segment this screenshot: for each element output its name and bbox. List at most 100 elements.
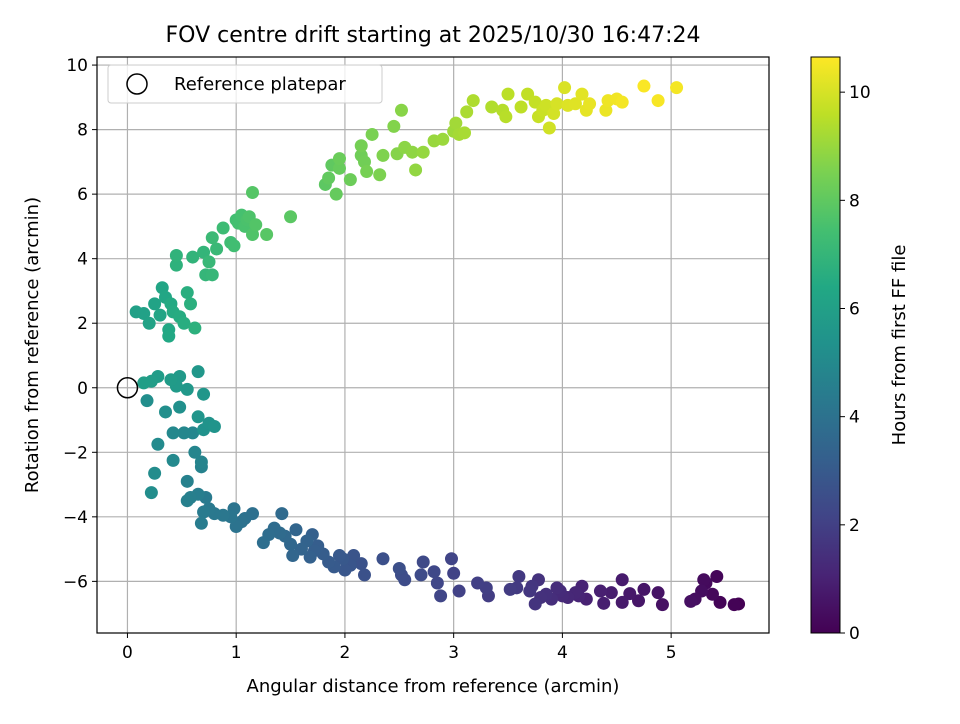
data-point xyxy=(637,582,651,596)
data-point xyxy=(365,127,379,141)
data-point xyxy=(637,79,651,93)
data-point xyxy=(343,173,357,187)
data-point xyxy=(705,587,719,601)
data-point xyxy=(177,316,191,330)
data-point xyxy=(599,103,613,117)
data-point xyxy=(466,94,480,108)
data-point xyxy=(216,221,230,235)
data-point xyxy=(148,466,162,480)
data-point xyxy=(142,316,156,330)
data-point xyxy=(303,550,317,564)
data-point xyxy=(169,248,183,262)
data-point xyxy=(180,286,194,300)
data-point xyxy=(202,255,216,269)
data-point xyxy=(604,586,618,600)
y-tick-label: 6 xyxy=(77,185,88,205)
data-point xyxy=(655,598,669,612)
data-point xyxy=(376,552,390,566)
data-point xyxy=(405,145,419,159)
data-point xyxy=(151,437,165,451)
colorbar-tick-label: 10 xyxy=(849,83,871,103)
data-point xyxy=(651,586,665,600)
data-point xyxy=(194,516,208,530)
data-point xyxy=(436,132,450,146)
data-point xyxy=(177,426,191,440)
y-tick-label: 10 xyxy=(66,56,88,76)
data-point xyxy=(354,139,368,153)
reference-platepar-marker xyxy=(116,377,139,399)
data-point xyxy=(632,594,646,608)
data-point xyxy=(485,100,499,114)
data-point xyxy=(710,570,724,584)
data-point xyxy=(329,187,343,201)
legend-label: Reference platepar xyxy=(174,74,346,95)
data-point xyxy=(159,405,173,419)
data-point xyxy=(137,307,151,321)
data-point xyxy=(332,152,346,166)
data-point xyxy=(191,410,205,424)
data-point xyxy=(245,186,259,200)
data-point xyxy=(275,507,289,521)
y-axis-ticks: −6 −4 −2 0 2 4 6 8 10 xyxy=(63,56,97,592)
data-point xyxy=(460,105,474,119)
data-point xyxy=(499,110,513,124)
data-point xyxy=(444,552,458,566)
data-point xyxy=(148,297,162,311)
colorbar-tick-label: 6 xyxy=(849,299,860,319)
data-point xyxy=(289,523,303,537)
data-point xyxy=(597,596,611,610)
data-point xyxy=(447,566,461,580)
y-tick-label: 2 xyxy=(77,314,88,334)
legend: Reference platepar xyxy=(107,64,383,104)
data-point xyxy=(583,97,597,111)
data-point xyxy=(414,568,428,582)
data-point xyxy=(727,598,741,612)
data-point xyxy=(180,494,194,508)
legend-marker-circle-icon xyxy=(126,73,148,95)
data-point xyxy=(427,565,441,579)
data-point xyxy=(458,126,472,140)
data-point xyxy=(373,168,387,182)
data-point xyxy=(186,250,200,264)
data-point xyxy=(180,474,194,488)
plot-frame xyxy=(96,56,770,634)
data-point xyxy=(227,239,241,253)
data-point xyxy=(392,561,406,575)
data-point xyxy=(164,373,178,387)
data-point xyxy=(501,87,515,101)
data-point xyxy=(332,161,346,175)
data-point xyxy=(387,119,401,133)
x-tick-label: 3 xyxy=(448,643,459,663)
y-tick-label: −2 xyxy=(63,443,88,463)
data-point xyxy=(615,573,629,587)
data-point xyxy=(528,597,542,611)
data-point xyxy=(357,568,371,582)
data-point xyxy=(434,589,448,603)
data-point xyxy=(357,155,371,169)
data-point xyxy=(430,576,444,590)
data-point xyxy=(471,576,485,590)
data-point xyxy=(416,555,430,569)
data-point xyxy=(184,297,198,311)
data-point xyxy=(550,97,564,111)
data-point xyxy=(166,453,180,467)
y-tick-label: 8 xyxy=(77,121,88,141)
colorbar-label: Hours from first FF file xyxy=(889,245,910,446)
data-point xyxy=(670,81,684,95)
data-point xyxy=(684,594,698,608)
data-point xyxy=(188,445,202,459)
y-tick-label: 0 xyxy=(77,379,88,399)
data-points xyxy=(129,79,746,612)
data-point xyxy=(153,308,167,322)
data-point xyxy=(144,486,158,500)
data-point xyxy=(542,121,556,135)
data-point xyxy=(229,520,243,534)
data-point xyxy=(173,400,187,414)
colorbar-gradient xyxy=(811,57,840,633)
data-point xyxy=(286,549,300,563)
data-point xyxy=(449,116,463,130)
data-point xyxy=(180,382,194,396)
data-point xyxy=(256,536,270,550)
